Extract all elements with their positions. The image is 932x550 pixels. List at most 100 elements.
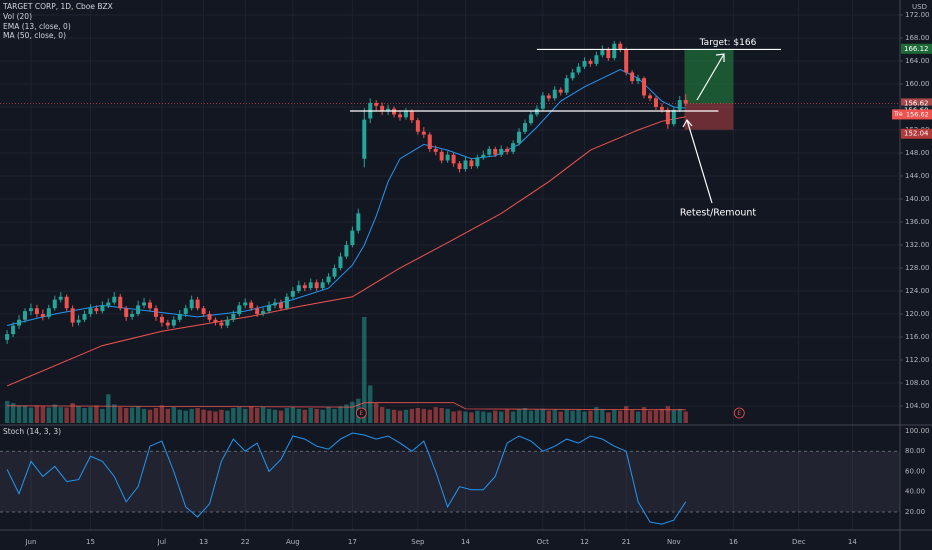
candle-body <box>380 105 385 112</box>
volume-bar <box>469 412 474 423</box>
candle-body <box>165 322 170 326</box>
volume-bar <box>135 406 141 423</box>
arrow-head <box>682 118 693 128</box>
candle-body <box>469 160 474 167</box>
volume-bar <box>385 408 391 423</box>
y-tick-label: 128.00 <box>905 264 930 272</box>
candle-body <box>653 98 658 107</box>
candle-body <box>642 78 647 96</box>
price-tag <box>901 43 932 54</box>
candle-body <box>332 267 337 277</box>
volume-bar <box>409 408 415 423</box>
last-price-label: 156.62 <box>906 110 929 118</box>
volume-bar <box>76 406 81 423</box>
candle-body <box>243 302 248 306</box>
volume-bar <box>481 411 486 423</box>
volume-bar <box>225 410 230 423</box>
candle-body <box>552 89 557 99</box>
volume-bar <box>237 407 242 423</box>
volume-bar <box>623 406 629 423</box>
arrow-target <box>696 53 725 101</box>
volume-bar <box>52 404 57 423</box>
candle-body <box>451 154 456 164</box>
candle-body <box>409 111 414 121</box>
volume-bar <box>112 404 117 423</box>
volume-bar <box>582 411 587 423</box>
candle-body <box>58 296 63 300</box>
volume-bar <box>564 409 569 423</box>
volume-bar <box>10 403 16 423</box>
x-tick-label: Dec <box>792 538 806 546</box>
arrow-head <box>715 53 725 62</box>
x-tick-label: 12 <box>580 538 589 546</box>
volume-bar <box>147 409 153 423</box>
candle-body <box>487 148 492 155</box>
x-tick-label: 21 <box>622 538 631 546</box>
candle-body <box>314 282 319 289</box>
candle-body <box>481 154 486 158</box>
volume-bar <box>516 408 522 423</box>
candle-body <box>499 148 504 155</box>
candle-body <box>421 131 426 135</box>
candle-body <box>457 163 462 170</box>
volume-bar <box>415 407 421 423</box>
plot: E E Target: $166 Retest/Remount <box>0 38 900 525</box>
candle-body <box>278 302 283 309</box>
y-tick-label: 144.00 <box>905 172 930 180</box>
volume-bar <box>183 410 188 423</box>
volume-bar <box>433 407 438 423</box>
candle-body <box>415 120 420 132</box>
candle-body <box>463 160 468 170</box>
volume-bar <box>576 409 581 423</box>
candle-body <box>28 308 33 312</box>
candle-body <box>523 123 527 132</box>
volume-bar <box>338 406 343 423</box>
candle-body <box>338 256 343 268</box>
volume-bar <box>671 409 677 423</box>
y-tick-label: 104.00 <box>905 402 930 410</box>
y-tick-label: 148.00 <box>905 149 930 157</box>
stoch-tick-label: 20.00 <box>905 508 925 516</box>
candle-body <box>124 308 129 317</box>
x-tick-label: Nov <box>667 538 681 546</box>
candle-body <box>94 308 99 312</box>
candle-body <box>40 314 45 317</box>
volume-bar <box>70 403 75 423</box>
candle-body <box>677 100 682 110</box>
candle-body <box>624 49 629 73</box>
candle-body <box>112 296 117 303</box>
stoch-line <box>6 432 687 525</box>
candle-body <box>153 308 158 317</box>
volume-bar <box>647 410 653 423</box>
volume-bar <box>195 407 200 423</box>
volume-bar <box>231 407 236 423</box>
candle-body <box>606 49 611 59</box>
volume-bar <box>427 409 432 423</box>
candle-body <box>296 285 301 292</box>
candle-body <box>302 285 307 289</box>
candle-body <box>433 148 438 152</box>
x-tick-label: 22 <box>241 538 250 546</box>
volume-bar <box>397 410 403 423</box>
volume-bar <box>58 407 63 423</box>
candle-body <box>142 302 147 306</box>
volume-bar <box>123 407 129 423</box>
volume-bar <box>677 408 682 423</box>
volume-bar <box>64 407 69 423</box>
candle-body <box>576 66 581 73</box>
volume-bar <box>213 411 218 423</box>
volume-bar <box>659 408 665 423</box>
position-profit <box>684 48 734 104</box>
candle-body <box>612 43 617 59</box>
candle-body <box>5 334 10 340</box>
y-tick-label: 140.00 <box>905 195 930 203</box>
candle-body <box>118 296 123 309</box>
volume-bar <box>201 409 206 423</box>
x-tick-label: Jul <box>157 538 167 546</box>
candle-body <box>648 95 652 99</box>
event-marker <box>733 407 745 419</box>
candle-body <box>177 314 182 320</box>
candle-body <box>618 43 623 50</box>
candle-body <box>362 119 367 159</box>
